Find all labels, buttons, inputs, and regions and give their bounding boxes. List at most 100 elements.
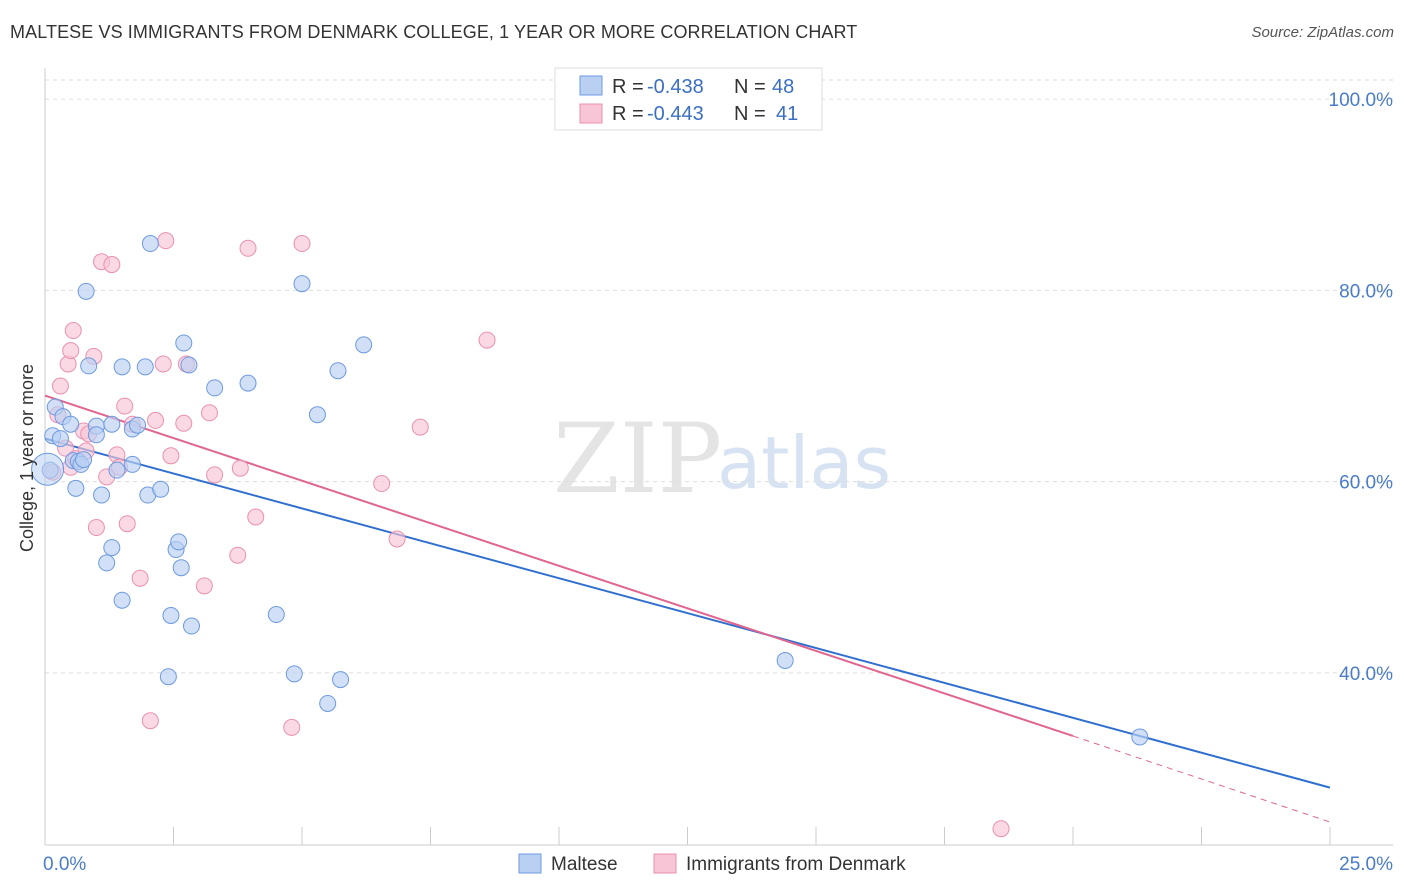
legend-r-value-maltese: -0.438 [647,76,704,98]
point-denmark [411,418,429,436]
point-denmark [293,235,311,253]
point-maltese [1131,728,1149,746]
point-denmark [103,256,121,274]
legend-swatch-denmark [579,103,603,124]
point-maltese [175,334,193,352]
point-denmark [388,530,406,548]
trend-line-maltese [44,437,1331,789]
point-maltese [98,554,116,572]
point-maltese [172,559,190,577]
point-maltese [113,358,131,376]
legend-n-value-maltese: 48 [772,76,794,98]
point-maltese [141,235,159,253]
point-maltese [62,415,80,433]
point-denmark [162,447,180,465]
bottom-legend-label-denmark: Immigrants from Denmark [686,854,906,875]
watermark-zip: ZIP [553,403,722,515]
point-denmark [200,404,218,422]
legend: R = -0.438 N = 48 R = -0.443 N = 41 [554,67,823,131]
point-denmark [116,397,134,415]
point-denmark [157,232,175,250]
point-maltese [170,533,188,551]
legend-r-label-maltese: R = [612,76,644,98]
trend-line-denmark-extension [1072,735,1331,823]
point-denmark [231,459,249,477]
point-maltese [206,379,224,397]
point-denmark [131,569,149,587]
y-tick-labels: 40.0% 60.0% 80.0% 100.0% [1329,90,1394,685]
legend-r-label-denmark: R = [612,103,644,125]
point-denmark [141,712,159,730]
point-denmark [195,577,213,595]
data-points [31,232,1149,838]
point-denmark [64,322,82,340]
point-denmark [51,377,69,395]
point-maltese [776,651,794,669]
point-denmark [229,546,247,564]
point-maltese [113,591,131,609]
point-maltese [159,668,177,686]
point-maltese [129,416,147,434]
point-maltese [31,452,65,486]
point-denmark [147,411,165,429]
bottom-legend-label-maltese: Maltese [551,854,618,875]
y-axis-label: College, 1 year or more [17,364,37,552]
bottom-legend-swatch-denmark [653,853,677,874]
point-maltese [308,406,326,424]
legend-swatch-maltese [579,75,603,96]
x-tick-labels: 0.0% 25.0% [43,854,1393,875]
legend-n-value-denmark: 41 [776,103,798,125]
point-maltese [93,486,111,504]
point-maltese [87,426,105,444]
point-maltese [355,336,373,354]
point-maltese [103,539,121,557]
point-maltese [77,282,95,300]
point-denmark [87,519,105,537]
point-maltese [123,455,141,473]
point-denmark [373,475,391,493]
point-maltese [103,415,121,433]
point-maltese [285,665,303,683]
y-tick-label: 40.0% [1339,664,1393,685]
watermark-atlas: atlas [717,421,891,505]
point-maltese [51,430,69,448]
point-maltese [108,461,126,479]
point-maltese [332,671,350,689]
point-maltese [180,356,198,374]
point-denmark [118,515,136,533]
point-maltese [267,606,285,624]
point-maltese [162,607,180,624]
point-maltese [136,358,154,376]
point-denmark [247,508,265,526]
point-maltese [67,479,85,497]
x-tick-label: 25.0% [1339,854,1393,875]
point-denmark [992,820,1010,838]
chart-title: MALTESE VS IMMIGRANTS FROM DENMARK COLLE… [10,22,858,42]
point-denmark [154,355,172,373]
point-denmark [206,466,224,484]
point-maltese [152,480,170,498]
trend-lines [44,394,1331,823]
point-maltese [182,617,200,635]
x-tick-label: 0.0% [43,854,86,875]
point-maltese [239,374,257,392]
point-maltese [293,275,311,293]
point-maltese [80,357,98,375]
y-tick-label: 80.0% [1339,281,1393,302]
y-tick-label: 100.0% [1329,90,1394,111]
point-maltese [75,451,93,469]
point-denmark [239,239,257,257]
trend-line-denmark [44,394,1074,737]
chart-source: Source: ZipAtlas.com [1251,24,1394,41]
point-denmark [62,342,80,360]
point-denmark [175,414,193,432]
point-maltese [319,694,337,712]
legend-n-label-maltese: N = [734,76,766,98]
bottom-legend-swatch-maltese [518,853,542,874]
point-maltese [329,362,347,380]
legend-r-value-denmark: -0.443 [647,103,704,125]
legend-n-label-denmark: N = [734,103,766,125]
point-denmark [283,718,301,736]
y-tick-label: 60.0% [1339,473,1393,494]
